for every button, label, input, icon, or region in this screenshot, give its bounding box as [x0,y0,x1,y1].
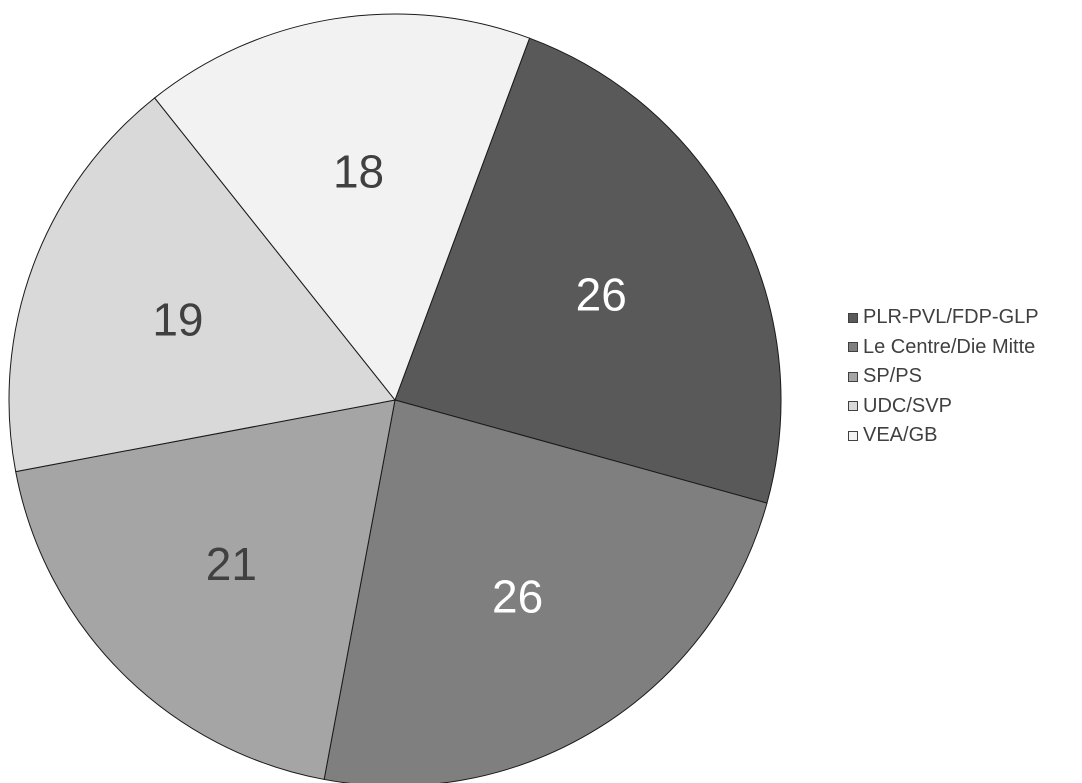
legend-item-3: UDC/SVP [848,392,1039,422]
legend-swatch-2 [848,371,858,382]
pie-slice-4 [153,13,531,402]
pie-slice-label-1: 26 [492,570,543,622]
pie-slice-label-4: 18 [333,145,384,197]
pie-slice-label-3: 19 [152,293,203,345]
legend-swatch-0 [848,312,858,323]
pie-slice-0 [394,37,782,504]
legend: PLR-PVL/FDP-GLP Le Centre/Die Mitte SP/PS U… [848,303,1039,451]
legend-swatch-3 [848,401,858,412]
pie-slice-3 [8,97,396,473]
pie-slice-label-0: 26 [576,269,627,321]
legend-label-1: Le Centre/Die Mitte [863,335,1036,358]
pie-slices [8,13,782,783]
pie-slice-label-2: 21 [206,538,257,590]
legend-item-1: Le Centre/Die Mitte [848,333,1039,363]
legend-label-3: UDC/SVP [863,394,952,417]
legend-label-2: SP/PS [863,365,922,388]
legend-item-4: VEA/GB [848,421,1039,451]
legend-label-4: VEA/GB [863,424,938,447]
pie-data-labels: 26 26 21 19 18 [152,145,627,622]
pie-slice-2 [15,399,396,781]
legend-label-0: PLR-PVL/FDP-GLP [863,306,1039,329]
pie-slice-1 [323,399,768,783]
legend-item-0: PLR-PVL/FDP-GLP [848,303,1039,333]
pie-chart: 26 26 21 19 18 [8,13,782,783]
legend-swatch-1 [848,342,858,353]
legend-item-2: SP/PS [848,362,1039,392]
legend-swatch-4 [848,430,858,441]
